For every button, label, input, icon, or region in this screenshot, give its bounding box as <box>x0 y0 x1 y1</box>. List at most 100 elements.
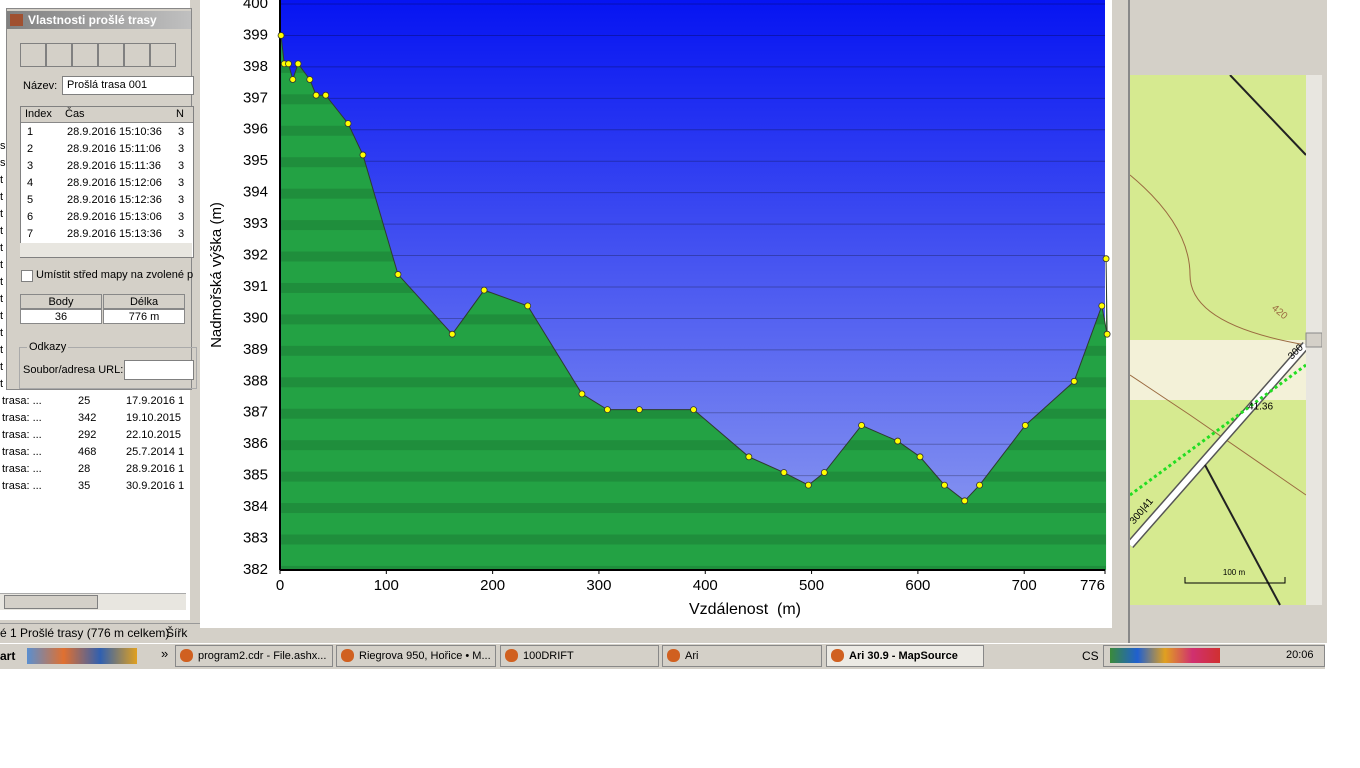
copy-button[interactable] <box>46 43 72 67</box>
stats-cell <box>20 309 102 324</box>
column-header[interactable]: Index <box>25 108 52 120</box>
track-cell: 25.7.2014 1 <box>126 446 185 458</box>
data-point <box>1102 255 1110 263</box>
task-icon <box>180 649 193 662</box>
table-cell: 28.9.2016 15:10:36 <box>67 126 162 138</box>
table-cell: 3 <box>178 143 185 155</box>
data-point <box>690 406 697 414</box>
task-button[interactable]: Ari 30.9 - MapSource <box>826 645 984 667</box>
delete-button[interactable] <box>98 43 124 67</box>
y-tick-label: 392 <box>243 247 268 264</box>
track-cell: 17.9.2016 1 <box>126 395 185 407</box>
scroll-thumb[interactable] <box>1305 332 1322 348</box>
task-icon <box>667 649 680 662</box>
paste-button[interactable] <box>72 43 98 67</box>
tray <box>1103 645 1325 667</box>
y-tick-label: 400 <box>243 0 268 12</box>
track-cell: trasa: ... <box>2 412 42 424</box>
list-edge-text: t <box>0 344 4 356</box>
data-point <box>448 330 456 338</box>
x-tick-label: 600 <box>905 577 930 594</box>
table-cell: 28.9.2016 15:13:06 <box>67 211 162 223</box>
table-cell: 3 <box>178 160 185 172</box>
list-edge-text: t <box>0 378 4 390</box>
task-label: 100DRIFT <box>523 650 574 662</box>
table-cell: 3 <box>178 177 185 189</box>
y-tick-label: 396 <box>243 121 268 138</box>
task-label: Ari 30.9 - MapSource <box>849 650 958 662</box>
track-cell: 468 <box>78 446 97 458</box>
list-edge-text: t <box>0 259 4 271</box>
icon <box>10 14 23 26</box>
toolbar <box>20 43 176 69</box>
list-edge-text: t <box>0 293 4 305</box>
x-tick-label: 400 <box>693 577 718 594</box>
x-tick-label: 0 <box>276 577 284 594</box>
map-label: 41.36 <box>1248 402 1273 413</box>
y-tick-label: 386 <box>243 435 268 452</box>
tray-icons[interactable] <box>1110 648 1220 663</box>
data-point <box>916 453 924 461</box>
cut-button[interactable] <box>20 43 46 67</box>
stats: Body 36 Délka 776 m <box>20 294 192 325</box>
track-cell: 19.10.2015 <box>126 412 182 424</box>
y-tick-label: 391 <box>243 278 268 295</box>
quick-launch[interactable] <box>27 648 137 664</box>
language[interactable]: CS <box>1082 649 1099 663</box>
y-tick-label: 383 <box>243 530 268 547</box>
path <box>1204 464 1281 606</box>
title-bar: Vlastnosti prošlé trasy <box>7 11 191 29</box>
task-button[interactable]: Ari <box>662 645 822 667</box>
area-fill <box>281 35 1108 570</box>
y-tick-label: 397 <box>243 89 268 106</box>
elevation-chart: Vzdálenost (m) Nadmořská výška (m) 382 38… <box>200 0 1112 628</box>
data-point <box>289 76 297 83</box>
road <box>1229 75 1307 156</box>
track-cell: trasa: ... <box>2 429 42 441</box>
redo-button[interactable] <box>150 43 176 67</box>
table-scrollbar[interactable] <box>20 243 192 257</box>
stats-header-text: Délka <box>129 296 159 308</box>
list-edge-text: t <box>0 276 4 288</box>
start-button[interactable]: art <box>0 649 16 663</box>
table-cell: 4 <box>27 177 34 189</box>
name-value: Prošlá trasa 001 <box>67 79 148 91</box>
stats-value: 776 m <box>128 311 160 323</box>
x-tick-label: 300 <box>586 577 611 594</box>
table-cell: 3 <box>178 211 185 223</box>
stats-header <box>103 294 185 309</box>
table-cell: 28.9.2016 15:13:36 <box>67 228 162 240</box>
checkbox[interactable] <box>21 270 33 282</box>
url-input[interactable] <box>124 360 194 380</box>
track-cell: trasa: ... <box>2 480 42 492</box>
column-header[interactable]: N <box>176 108 184 120</box>
task-button[interactable]: 100DRIFT <box>500 645 659 667</box>
data-point <box>804 481 812 489</box>
status-bar: é 1 Prošlé trasy (776 m celkem) Šířk <box>0 623 200 642</box>
column-header[interactable]: Čas <box>65 108 85 120</box>
task-button[interactable]: Riegrova 950, Hořice • M... <box>336 645 496 667</box>
scale-bar <box>1184 577 1286 584</box>
data-point <box>1021 421 1029 429</box>
h-scrollbar[interactable] <box>0 593 186 610</box>
task-button[interactable]: program2.cdr - File.ashx... <box>175 645 333 667</box>
dialog-title: Vlastnosti prošlé trasy <box>28 13 157 27</box>
table-cell: 28.9.2016 15:12:06 <box>67 177 162 189</box>
scale-label: 100 m <box>1223 568 1246 577</box>
data-point <box>961 497 969 505</box>
table-cell: 28.9.2016 15:11:36 <box>67 160 161 172</box>
table-cell: 5 <box>27 194 34 206</box>
track-cell: trasa: ... <box>2 463 42 475</box>
y-tick-label: 382 <box>243 561 268 578</box>
undo-button[interactable] <box>124 43 150 67</box>
more-button[interactable]: » <box>161 646 169 661</box>
table-cell: 28.9.2016 15:11:06 <box>67 143 161 155</box>
links-group <box>19 347 197 389</box>
y-tick-label: 394 <box>243 184 268 201</box>
data-point <box>858 421 865 429</box>
name-label: Název: <box>23 80 58 92</box>
name-input[interactable]: Prošlá trasa 001 <box>62 76 194 95</box>
data-point <box>635 406 643 414</box>
data-point <box>1098 302 1106 310</box>
track-cell: trasa: ... <box>2 446 42 458</box>
